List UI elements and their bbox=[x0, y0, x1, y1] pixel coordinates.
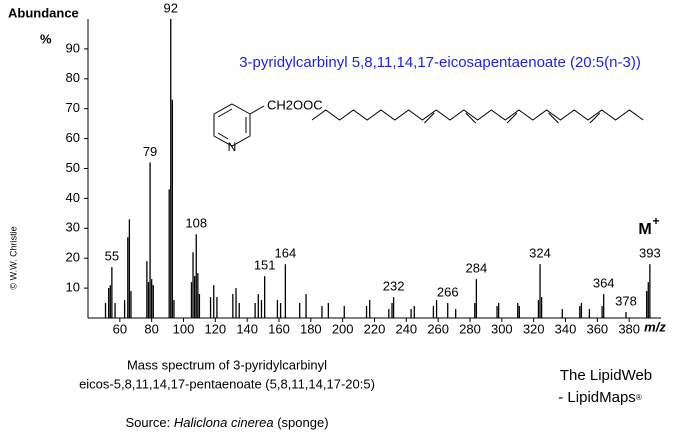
source: Source: Haliclona cinerea (sponge) bbox=[125, 415, 328, 430]
caption: Mass spectrum of 3-pyridylcarbinyl bbox=[127, 357, 327, 372]
double-bond bbox=[506, 112, 518, 124]
credit: The LipidWeb bbox=[560, 367, 652, 384]
double-bond bbox=[548, 112, 559, 124]
credit: - LipidMaps® bbox=[558, 389, 642, 406]
x-tick-label: 360 bbox=[586, 321, 608, 336]
x-tick-label: 120 bbox=[204, 321, 226, 336]
peak-label: 92 bbox=[164, 0, 178, 15]
x-tick-label: 100 bbox=[173, 321, 195, 336]
source-prefix: Source: bbox=[125, 415, 173, 430]
ring-bond bbox=[217, 108, 233, 118]
x-tick-label: 140 bbox=[236, 321, 258, 336]
chain bbox=[311, 109, 644, 121]
x-tick-label: 340 bbox=[555, 321, 577, 336]
peak-label: 393 bbox=[639, 246, 661, 261]
bond bbox=[249, 105, 265, 115]
x-tick-label: 180 bbox=[300, 321, 322, 336]
peak-label: 364 bbox=[593, 276, 615, 291]
substituent: CH2OOC bbox=[267, 97, 323, 112]
y-tick-label: 80 bbox=[66, 70, 80, 85]
double-bond bbox=[424, 112, 435, 124]
y-tick-label: 30 bbox=[66, 220, 80, 235]
x-tick-label: 240 bbox=[395, 321, 417, 336]
x-tick-label: 60 bbox=[113, 321, 127, 336]
y-tick-label: 10 bbox=[66, 280, 80, 295]
peak-label: 266 bbox=[437, 284, 459, 299]
credit-mark: ® bbox=[636, 393, 642, 402]
molecular-ion-label: M bbox=[638, 221, 651, 238]
x-tick-label: 200 bbox=[332, 321, 354, 336]
peak-label: 108 bbox=[185, 216, 207, 231]
x-tick-label: 320 bbox=[523, 321, 545, 336]
peak-label: 164 bbox=[275, 246, 297, 261]
caption: eicos-5,8,11,14,17-pentaenoate (5,8,11,1… bbox=[79, 376, 375, 391]
structure bbox=[213, 103, 644, 147]
molecular-ion-charge: + bbox=[652, 214, 659, 228]
peak-label: 378 bbox=[615, 293, 637, 308]
peak-label: 79 bbox=[143, 144, 157, 159]
y-tick-label: 20 bbox=[66, 250, 80, 265]
peak-label: 284 bbox=[466, 261, 488, 276]
peak-label: 55 bbox=[105, 249, 119, 264]
x-tick-label: 300 bbox=[491, 321, 513, 336]
peak-label: 324 bbox=[529, 246, 551, 261]
double-bond bbox=[589, 112, 601, 124]
y-tick-label: 60 bbox=[66, 130, 80, 145]
x-tick-label: 220 bbox=[364, 321, 386, 336]
ring-atom: N bbox=[228, 140, 237, 154]
x-tick-label: 160 bbox=[268, 321, 290, 336]
y-tick-label: 40 bbox=[66, 190, 80, 205]
y-tick-label: 50 bbox=[66, 160, 80, 175]
x-tick-label: 280 bbox=[459, 321, 481, 336]
chart-title: 3-pyridylcarbinyl 5,8,11,14,17-eicosapen… bbox=[239, 54, 641, 71]
y-tick-label: 70 bbox=[66, 100, 80, 115]
peak-label: 232 bbox=[383, 279, 405, 294]
y-unit: % bbox=[40, 31, 52, 46]
x-tick-label: 260 bbox=[427, 321, 449, 336]
source-species: Haliclona cinerea bbox=[174, 415, 274, 430]
credit-name: - LipidMaps bbox=[558, 389, 636, 406]
x-axis-label: m/z bbox=[644, 319, 666, 334]
x-tick-label: 380 bbox=[618, 321, 640, 336]
double-bond bbox=[465, 112, 476, 124]
x-tick-label: 80 bbox=[144, 321, 158, 336]
ring-bond bbox=[217, 132, 229, 140]
copyright: © W.W. Christie bbox=[8, 226, 18, 289]
y-axis-label: Abundance bbox=[8, 5, 79, 20]
peak-label: 151 bbox=[254, 258, 276, 273]
source-suffix: (sponge) bbox=[274, 415, 329, 430]
y-tick-label: 90 bbox=[66, 40, 80, 55]
